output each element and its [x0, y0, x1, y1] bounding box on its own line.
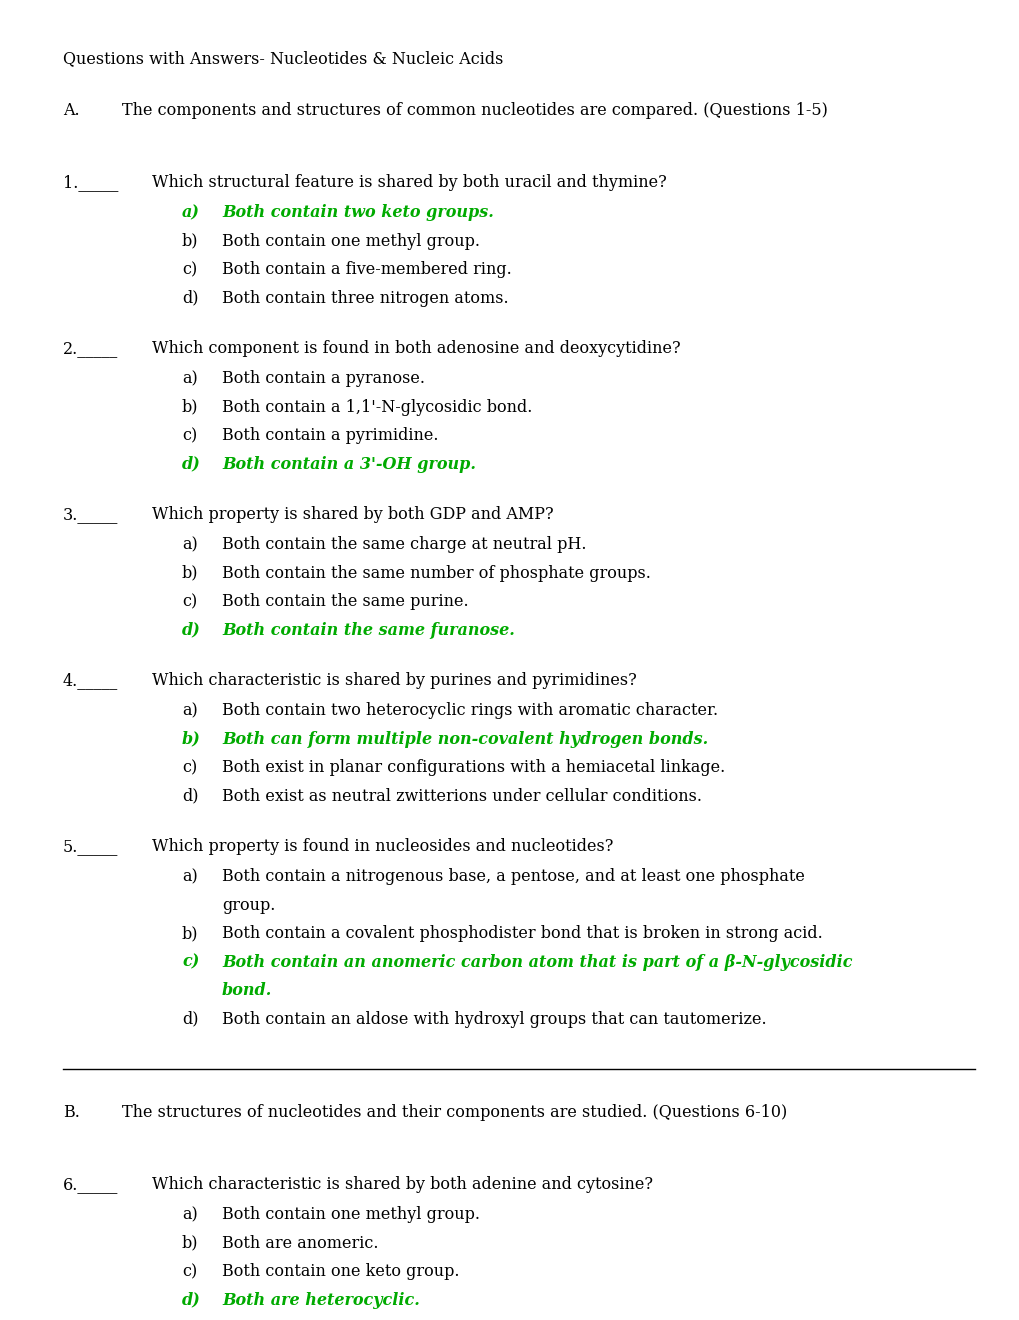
- Text: Both contain the same purine.: Both contain the same purine.: [222, 593, 468, 610]
- Text: c): c): [181, 1263, 197, 1280]
- Text: d): d): [181, 788, 199, 804]
- Text: Both exist in planar configurations with a hemiacetal linkage.: Both exist in planar configurations with…: [222, 759, 725, 776]
- Text: d): d): [181, 622, 201, 639]
- Text: 5._____: 5._____: [63, 838, 118, 855]
- Text: Both contain an anomeric carbon atom that is part of a β-N-glycosidic: Both contain an anomeric carbon atom tha…: [222, 953, 852, 970]
- Text: c): c): [181, 426, 197, 444]
- Text: 4._____: 4._____: [63, 672, 118, 689]
- Text: Which structural feature is shared by both uracil and thymine?: Which structural feature is shared by bo…: [152, 174, 666, 191]
- Text: b): b): [181, 1234, 199, 1251]
- Text: Both contain the same charge at neutral pH.: Both contain the same charge at neutral …: [222, 536, 586, 553]
- Text: Which characteristic is shared by both adenine and cytosine?: Which characteristic is shared by both a…: [152, 1176, 652, 1193]
- Text: a): a): [181, 205, 200, 220]
- Text: 1._____: 1._____: [63, 174, 118, 191]
- Text: d): d): [181, 289, 199, 306]
- Text: d): d): [181, 1291, 201, 1308]
- Text: 2._____: 2._____: [63, 341, 118, 356]
- Text: c): c): [181, 593, 197, 610]
- Text: Both contain a nitrogenous base, a pentose, and at least one phosphate: Both contain a nitrogenous base, a pento…: [222, 869, 804, 884]
- Text: Both contain two keto groups.: Both contain two keto groups.: [222, 205, 493, 220]
- Text: Both contain the same furanose.: Both contain the same furanose.: [222, 622, 515, 639]
- Text: b): b): [181, 232, 199, 249]
- Text: Both are heterocyclic.: Both are heterocyclic.: [222, 1291, 420, 1308]
- Text: Both are anomeric.: Both are anomeric.: [222, 1234, 378, 1251]
- Text: b): b): [181, 399, 199, 416]
- Text: Both contain three nitrogen atoms.: Both contain three nitrogen atoms.: [222, 289, 508, 306]
- Text: Both can form multiple non-covalent hydrogen bonds.: Both can form multiple non-covalent hydr…: [222, 730, 707, 747]
- Text: B.: B.: [63, 1104, 79, 1121]
- Text: Both contain one methyl group.: Both contain one methyl group.: [222, 1206, 480, 1224]
- Text: group.: group.: [222, 896, 275, 913]
- Text: d): d): [181, 455, 201, 473]
- Text: Both contain a 1,1'-N-glycosidic bond.: Both contain a 1,1'-N-glycosidic bond.: [222, 399, 532, 416]
- Text: Which property is found in nucleosides and nucleotides?: Which property is found in nucleosides a…: [152, 838, 612, 855]
- Text: A.: A.: [63, 102, 79, 119]
- Text: Which property is shared by both GDP and AMP?: Which property is shared by both GDP and…: [152, 506, 553, 523]
- Text: Both contain a covalent phosphodister bond that is broken in strong acid.: Both contain a covalent phosphodister bo…: [222, 925, 822, 942]
- Text: c): c): [181, 261, 197, 279]
- Text: Both contain the same number of phosphate groups.: Both contain the same number of phosphat…: [222, 565, 650, 582]
- Text: a): a): [181, 1206, 198, 1224]
- Text: Which characteristic is shared by purines and pyrimidines?: Which characteristic is shared by purine…: [152, 672, 636, 689]
- Text: b): b): [181, 925, 199, 942]
- Text: c): c): [181, 759, 197, 776]
- Text: Both exist as neutral zwitterions under cellular conditions.: Both exist as neutral zwitterions under …: [222, 788, 701, 804]
- Text: Both contain an aldose with hydroxyl groups that can tautomerize.: Both contain an aldose with hydroxyl gro…: [222, 1011, 766, 1027]
- Text: Both contain a pyrimidine.: Both contain a pyrimidine.: [222, 426, 438, 444]
- Text: a): a): [181, 370, 198, 387]
- Text: b): b): [181, 565, 199, 582]
- Text: bond.: bond.: [222, 982, 272, 999]
- Text: Questions with Answers- Nucleotides & Nucleic Acids: Questions with Answers- Nucleotides & Nu…: [63, 50, 503, 67]
- Text: c): c): [181, 953, 199, 970]
- Text: The structures of nucleotides and their components are studied. (Questions 6-10): The structures of nucleotides and their …: [122, 1104, 787, 1121]
- Text: a): a): [181, 702, 198, 719]
- Text: Both contain a five-membered ring.: Both contain a five-membered ring.: [222, 261, 512, 279]
- Text: Both contain a 3'-OH group.: Both contain a 3'-OH group.: [222, 455, 476, 473]
- Text: d): d): [181, 1011, 199, 1027]
- Text: Which component is found in both adenosine and deoxycytidine?: Which component is found in both adenosi…: [152, 341, 680, 356]
- Text: Both contain a pyranose.: Both contain a pyranose.: [222, 370, 425, 387]
- Text: The components and structures of common nucleotides are compared. (Questions 1-5: The components and structures of common …: [122, 102, 827, 119]
- Text: Both contain two heterocyclic rings with aromatic character.: Both contain two heterocyclic rings with…: [222, 702, 717, 719]
- Text: b): b): [181, 730, 201, 747]
- Text: 6._____: 6._____: [63, 1176, 118, 1193]
- Text: a): a): [181, 869, 198, 884]
- Text: a): a): [181, 536, 198, 553]
- Text: 3._____: 3._____: [63, 506, 118, 523]
- Text: Both contain one methyl group.: Both contain one methyl group.: [222, 232, 480, 249]
- Text: Both contain one keto group.: Both contain one keto group.: [222, 1263, 459, 1280]
